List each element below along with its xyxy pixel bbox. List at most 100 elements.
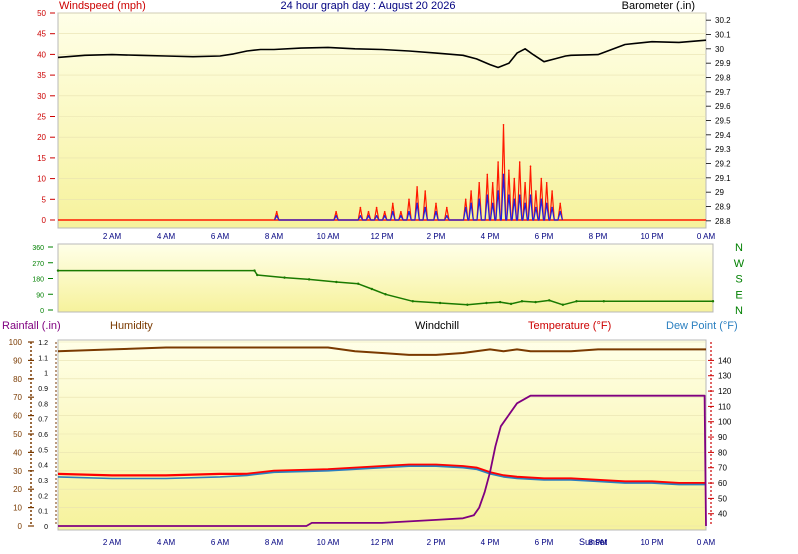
gust-point: [408, 198, 410, 201]
direction-point: [438, 301, 442, 305]
temp-tick-label: 70: [718, 464, 727, 473]
wind-point: [535, 206, 537, 209]
gust-point: [367, 210, 370, 213]
rain-tick-label: 0: [44, 524, 48, 531]
graph-title: 24 hour graph day : August 20 2026: [281, 0, 456, 12]
barometer-line: [57, 39, 707, 69]
temperature-label: Temperature (°F): [528, 320, 611, 332]
direction-point: [602, 300, 606, 303]
rainfall-line: [58, 394, 707, 527]
wind-plot-area: [57, 12, 707, 229]
gust-point: [470, 190, 472, 192]
rain-tick-label: 0.3: [38, 478, 48, 485]
baro-tick-label: 29.4: [715, 131, 731, 140]
gust-point: [359, 206, 362, 209]
direction-point: [370, 287, 374, 291]
baro-tick-label: 30: [715, 45, 724, 54]
temp-x-tick-label: 6 PM: [535, 538, 554, 547]
rain-tick-label: 1.2: [38, 340, 48, 347]
gust-point: [486, 173, 489, 176]
direction-series: [56, 269, 715, 306]
wind-x-tick-label: 6 PM: [535, 232, 554, 241]
direction-tick-label: 270: [32, 261, 44, 268]
gust-point: [513, 177, 516, 180]
rain-tick-label: 0.5: [38, 447, 48, 454]
temp-tick-label: 140: [718, 356, 732, 365]
baro-tick-label: 29.1: [715, 174, 731, 183]
wind-point: [524, 202, 526, 205]
temp-x-tick-label: 2 AM: [103, 538, 122, 547]
wind-point: [275, 215, 278, 217]
percent-tick-label: 90: [13, 356, 22, 365]
percent-tick-label: 70: [13, 393, 22, 402]
percent-tick-label: 0: [18, 522, 23, 531]
direction-point: [509, 302, 513, 306]
wind-point: [518, 194, 521, 196]
wind-x-tick-label: 2 AM: [103, 232, 122, 241]
left-axis-title: Windspeed (mph): [59, 0, 146, 12]
gust-point: [524, 181, 526, 184]
compass-label: E: [735, 289, 742, 301]
gust-point: [502, 123, 505, 126]
gust-point: [400, 210, 402, 213]
baro-tick-label: 29.8: [715, 74, 731, 83]
rain-tick-label: 1: [44, 371, 48, 378]
gust-point: [508, 169, 510, 172]
temp-series: [57, 346, 707, 527]
windchill-label: Windchill: [415, 320, 459, 332]
wind-x-tick-label: 12 PM: [370, 232, 393, 241]
wind-x-tick-label: 8 PM: [589, 232, 608, 241]
wind-axes: 0 5 10 15 20 25 30 35 40 45 50 28.8 28.9 29 29.1 29.2 29…: [37, 9, 731, 241]
wind-point: [375, 215, 378, 217]
gust-point: [275, 210, 278, 213]
temp-tick-label: 120: [718, 387, 732, 396]
compass-label: S: [735, 274, 742, 286]
gust-point: [383, 210, 386, 213]
direction-line: [58, 269, 713, 306]
direction-point: [711, 300, 715, 303]
wind-point: [513, 198, 516, 201]
direction-point: [283, 276, 286, 279]
wind-point: [359, 215, 362, 217]
dewpoint-label: Dew Point (°F): [666, 320, 738, 332]
gust-point: [392, 202, 394, 205]
temp-x-tick-label: 8 AM: [265, 538, 284, 547]
wind-x-tick-label: 6 AM: [211, 232, 230, 241]
direction-point: [466, 303, 469, 306]
gust-point: [416, 186, 418, 188]
gust-point: [478, 181, 481, 184]
compass-label: N: [735, 305, 743, 317]
rain-tick-label: 0.6: [38, 432, 48, 439]
wind-point: [367, 215, 370, 217]
direction-point: [357, 282, 360, 285]
temp-axes: 0 10 20 30 40 50 60 70 80 90 100 0 0.1 0.2 0.3 0.4 0.5 0.…: [9, 338, 732, 547]
wind-y-tick-label: 15: [37, 154, 46, 163]
baro-tick-label: 29.7: [715, 88, 731, 97]
baro-tick-label: 29: [715, 188, 724, 197]
temp-x-tick-label: 2 PM: [427, 538, 446, 547]
rain-tick-label: 1.1: [38, 355, 48, 362]
gust-point: [446, 206, 448, 209]
temp-x-tick-label: 4 PM: [481, 538, 500, 547]
temp-x-tick-label: 0 AM: [697, 538, 716, 547]
direction-tick-label: 180: [32, 277, 44, 284]
temp-x-tick-label: 10 AM: [317, 538, 340, 547]
wind-point: [529, 194, 532, 196]
gust-point: [335, 210, 337, 213]
direction-point: [411, 300, 414, 303]
temperature-line: [57, 463, 706, 485]
right-axis-title: Barometer (.in): [622, 0, 695, 12]
wind-point: [400, 215, 402, 217]
baro-tick-label: 28.9: [715, 203, 731, 212]
wind-line: [273, 173, 563, 221]
direction-point: [384, 293, 387, 296]
direction-point: [561, 303, 565, 306]
temp-tick-label: 130: [718, 372, 732, 381]
temp-x-tick-label: 10 PM: [640, 538, 663, 547]
wind-point: [502, 173, 505, 176]
percent-tick-label: 80: [13, 375, 22, 384]
baro-tick-label: 29.9: [715, 59, 731, 68]
wind-y-tick-label: 10: [37, 175, 46, 184]
wind-point: [408, 210, 410, 213]
